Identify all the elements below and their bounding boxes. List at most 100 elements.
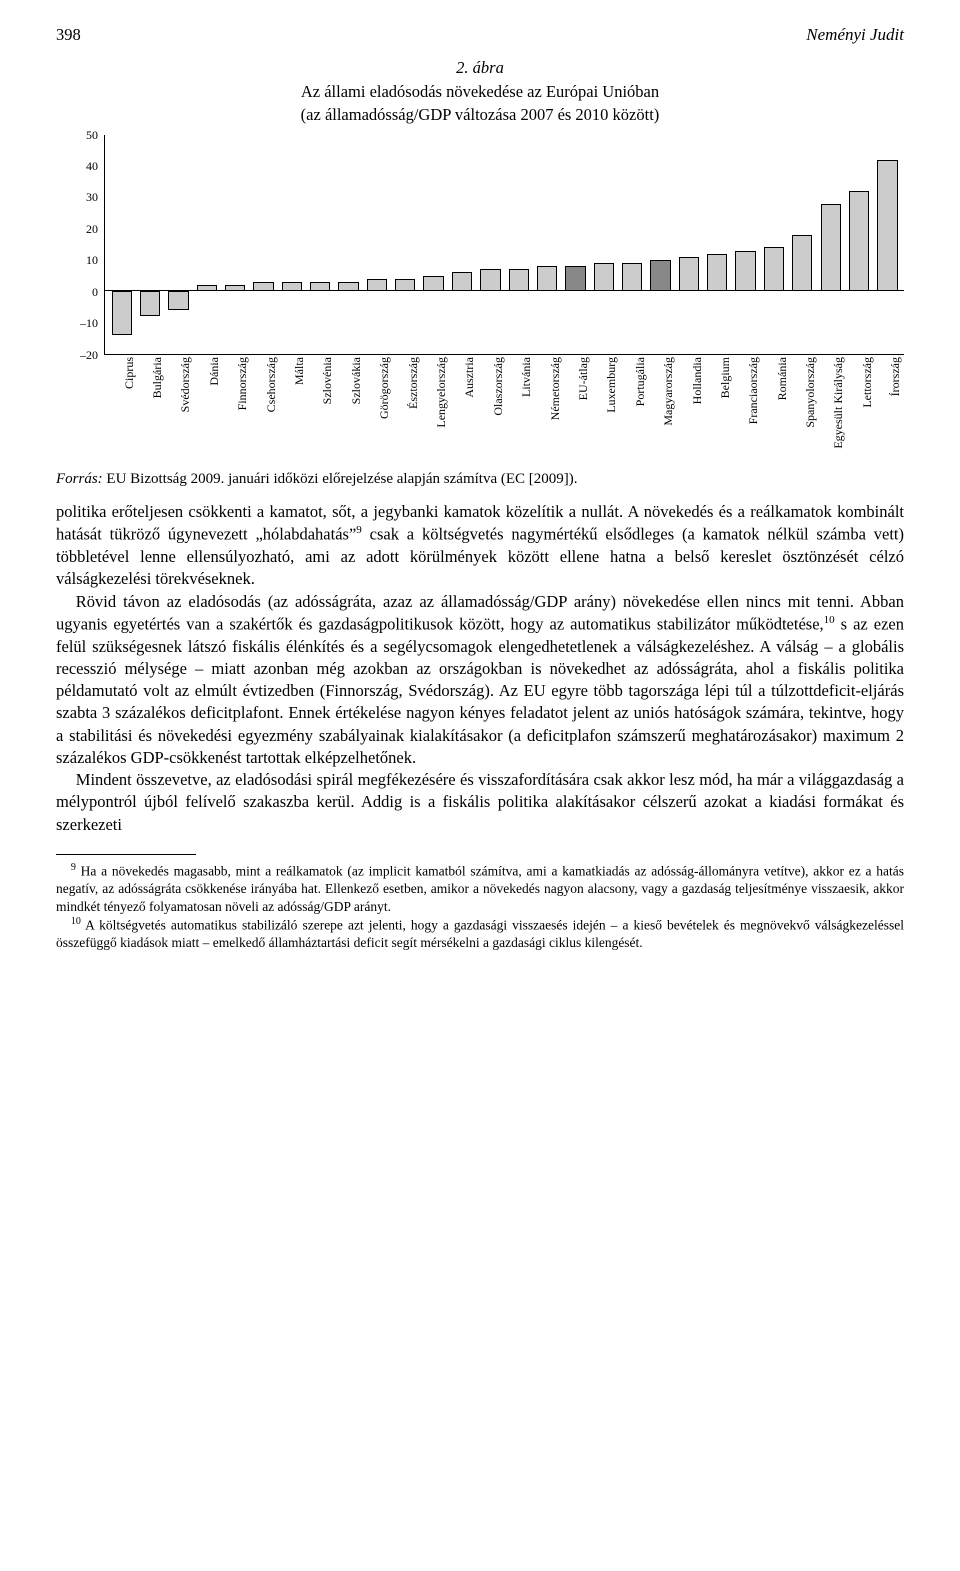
x-label: Szlovákia — [348, 357, 364, 404]
x-label: Finnország — [234, 357, 250, 410]
bar — [650, 260, 670, 291]
x-label-slot: Csehország — [250, 357, 275, 467]
x-label: Románia — [774, 357, 790, 400]
bar — [735, 251, 755, 292]
footnote-10: 10 A költségvetés automatikus stabilizál… — [56, 915, 904, 952]
x-label: Bulgária — [149, 357, 165, 398]
x-label: Lettország — [859, 357, 875, 408]
author-name: Neményi Judit — [806, 24, 904, 47]
bar — [821, 204, 841, 292]
bar-slot — [364, 135, 389, 354]
x-label: Csehország — [263, 357, 279, 412]
bar — [537, 266, 557, 291]
bar-slot — [279, 135, 304, 354]
bar-slot — [846, 135, 871, 354]
bar — [480, 269, 500, 291]
page-header: 398 Neményi Judit — [56, 24, 904, 47]
bar-slot — [790, 135, 815, 354]
x-label: Észtország — [405, 357, 421, 409]
x-label-slot: Lettország — [846, 357, 871, 467]
x-label: Szlovénia — [319, 357, 335, 404]
x-label: Németország — [547, 357, 563, 420]
bar-slot — [761, 135, 786, 354]
footnote-rule — [56, 854, 196, 855]
bar-slot — [591, 135, 616, 354]
body-paragraph-3: Mindent összevetve, az eladósodási spirá… — [56, 769, 904, 836]
x-label-slot: Luxemburg — [591, 357, 616, 467]
x-label: Magyarország — [660, 357, 676, 426]
x-label: Ausztria — [461, 357, 477, 398]
x-label: Olaszország — [490, 357, 506, 416]
bar-slot — [534, 135, 559, 354]
bar-slot — [818, 135, 843, 354]
y-tick-label: 0 — [92, 284, 98, 300]
x-label-slot: Ciprus — [108, 357, 133, 467]
x-label: Egyesült Királyság — [830, 357, 846, 449]
bar — [764, 247, 784, 291]
bar — [877, 160, 897, 291]
x-label-slot: Szlovákia — [335, 357, 360, 467]
x-label: Franciaország — [745, 357, 761, 424]
bar — [452, 272, 472, 291]
x-label: Írország — [887, 357, 903, 396]
x-label-slot: Franciaország — [733, 357, 758, 467]
x-label-slot: Bulgária — [136, 357, 161, 467]
y-tick-label: –10 — [80, 315, 98, 331]
bar — [565, 266, 585, 291]
x-label: EU-átlag — [575, 357, 591, 400]
x-label-slot: Észtország — [392, 357, 417, 467]
figure-title-line-2: (az államadósság/GDP változása 2007 és 2… — [56, 104, 904, 126]
footnote-text: Ha a növekedés magasabb, mint a reálkama… — [56, 863, 904, 913]
figure-source: Forrás: EU Bizottság 2009. januári időkö… — [56, 469, 904, 489]
bar-slot — [733, 135, 758, 354]
x-label-slot: Ausztria — [449, 357, 474, 467]
bar-slot — [875, 135, 900, 354]
bar — [168, 291, 188, 310]
x-label-slot: Finnország — [222, 357, 247, 467]
bar-slot — [393, 135, 418, 354]
bar-slot — [506, 135, 531, 354]
bar-chart: 50403020100–10–20 CiprusBulgáriaSvédorsz… — [56, 135, 904, 467]
bar — [849, 191, 869, 291]
bar-slot — [619, 135, 644, 354]
x-label-slot: Spanyolország — [789, 357, 814, 467]
bar-slot — [676, 135, 701, 354]
x-label-slot: EU-átlag — [562, 357, 587, 467]
y-tick-label: 10 — [86, 252, 98, 268]
x-label: Svédország — [177, 357, 193, 412]
bar-slot — [449, 135, 474, 354]
x-label: Litvánia — [518, 357, 534, 397]
x-label: Ciprus — [121, 357, 137, 389]
x-label-slot: Lengyelország — [420, 357, 445, 467]
y-tick-label: 50 — [86, 127, 98, 143]
bar-slot — [336, 135, 361, 354]
bar-slot — [648, 135, 673, 354]
x-label: Spanyolország — [802, 357, 818, 428]
source-text: EU Bizottság 2009. januári időközi előre… — [103, 471, 578, 487]
bar — [594, 263, 614, 291]
x-label-slot: Portugália — [619, 357, 644, 467]
x-label: Görögország — [376, 357, 392, 419]
source-label: Forrás: — [56, 471, 103, 487]
x-label: Hollandia — [689, 357, 705, 404]
x-label: Lengyelország — [433, 357, 449, 428]
bar-slot — [563, 135, 588, 354]
x-label-slot: Románia — [761, 357, 786, 467]
bar-slot — [194, 135, 219, 354]
footnote-9: 9 Ha a növekedés magasabb, mint a reálka… — [56, 861, 904, 915]
bar-slot — [705, 135, 730, 354]
x-label: Luxemburg — [603, 357, 619, 413]
bar-slot — [166, 135, 191, 354]
x-label: Portugália — [632, 357, 648, 406]
x-label-slot: Belgium — [704, 357, 729, 467]
x-label: Belgium — [717, 357, 733, 398]
bar-slot — [478, 135, 503, 354]
bar-slot — [421, 135, 446, 354]
bar-slot — [137, 135, 162, 354]
figure-title-line-1: Az állami eladósodás növekedése az Európ… — [56, 81, 904, 103]
x-label-slot: Olaszország — [477, 357, 502, 467]
x-axis-labels: CiprusBulgáriaSvédországDániaFinnországC… — [104, 357, 904, 467]
y-axis: 50403020100–10–20 — [70, 135, 104, 355]
bar — [792, 235, 812, 291]
footnote-number: 10 — [71, 916, 81, 927]
